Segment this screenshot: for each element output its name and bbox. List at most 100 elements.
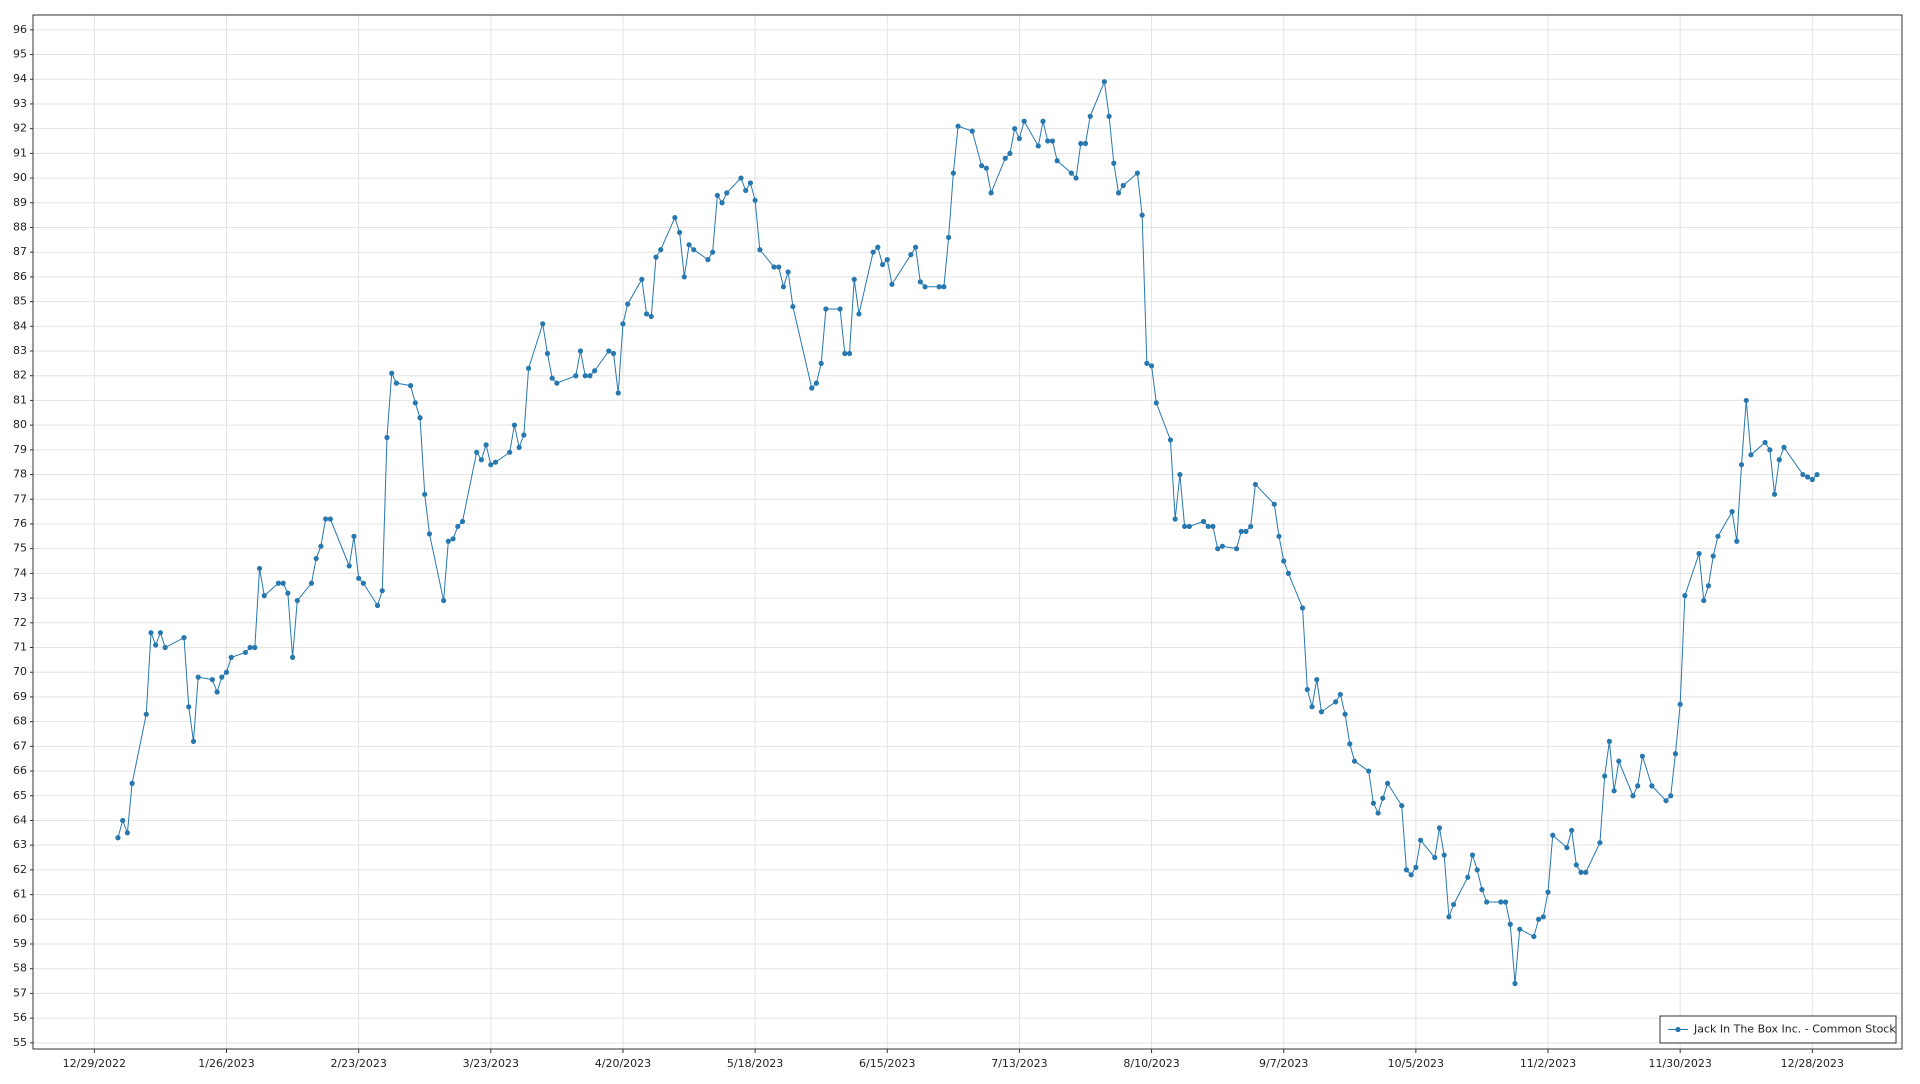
data-point (648, 313, 654, 320)
y-tick-label: 83 (13, 344, 27, 357)
data-point (1809, 476, 1815, 483)
plot-frame (32, 14, 1903, 1050)
data-point (1569, 827, 1575, 833)
data-point (705, 257, 711, 263)
data-point (417, 415, 423, 421)
y-tick-label: 82 (13, 369, 27, 382)
data-point (1007, 150, 1013, 156)
x-tick-label: 9/7/2023 (1259, 1057, 1308, 1070)
y-tick-label: 57 (13, 986, 27, 999)
y-tick-label: 66 (13, 764, 27, 777)
data-point (1054, 158, 1060, 164)
data-point (1375, 810, 1381, 816)
data-point (606, 348, 612, 354)
data-point (190, 738, 197, 744)
y-tick-label: 64 (13, 813, 27, 826)
data-point (308, 580, 315, 586)
data-point (818, 360, 824, 366)
data-point (516, 444, 522, 450)
data-point (1502, 899, 1509, 905)
data-point (1413, 864, 1419, 871)
y-tick-label: 74 (13, 566, 27, 579)
data-point (412, 400, 418, 406)
data-point (738, 175, 744, 181)
data-point (1776, 457, 1782, 463)
data-point (1210, 523, 1216, 530)
data-point (422, 491, 428, 497)
data-point (1611, 788, 1617, 794)
x-tick-label: 5/18/2023 (727, 1057, 783, 1070)
data-point (1512, 980, 1518, 987)
data-point (1550, 832, 1556, 838)
data-point (587, 373, 593, 379)
data-point (582, 373, 588, 379)
data-point (1474, 867, 1480, 873)
data-point (1710, 553, 1716, 559)
data-point (917, 279, 923, 285)
data-point (1399, 803, 1405, 809)
data-point (653, 254, 659, 260)
data-point (153, 642, 159, 648)
y-tick-label: 78 (13, 468, 27, 481)
data-point (1153, 400, 1159, 406)
data-point (356, 575, 362, 581)
data-point (922, 284, 928, 290)
data-point (1531, 933, 1537, 940)
y-tick-label: 94 (13, 72, 27, 85)
data-point (988, 190, 994, 196)
x-tick-label: 4/20/2023 (595, 1057, 651, 1070)
x-tick-label: 2/23/2023 (330, 1057, 386, 1070)
data-point (912, 244, 919, 250)
data-point (525, 365, 532, 371)
data-point (1573, 862, 1579, 868)
data-point (1408, 872, 1414, 878)
data-point (1545, 889, 1551, 895)
data-point (950, 170, 956, 176)
data-point (1082, 140, 1089, 147)
data-point (384, 434, 390, 441)
data-point (1432, 854, 1438, 861)
y-tick-label: 80 (13, 418, 27, 431)
data-point (441, 597, 447, 604)
data-point (1564, 845, 1570, 851)
data-point (554, 380, 560, 386)
data-point (1106, 113, 1112, 119)
data-point (1172, 516, 1178, 522)
y-tick-label: 79 (13, 443, 27, 456)
data-point (181, 635, 187, 641)
data-point (1805, 474, 1811, 480)
y-tick-label: 96 (13, 23, 27, 36)
data-point (143, 711, 149, 717)
y-tick-label: 93 (13, 97, 27, 110)
data-point (1635, 783, 1641, 789)
data-point (1177, 471, 1183, 478)
data-point (1743, 397, 1749, 404)
data-point (1134, 170, 1141, 176)
x-tick-label: 1/26/2023 (198, 1057, 254, 1070)
data-point (115, 835, 121, 841)
data-point (521, 432, 527, 438)
y-tick-label: 81 (13, 393, 27, 406)
y-tick-label: 63 (13, 838, 27, 851)
data-point (157, 630, 164, 636)
x-tick-label: 7/13/2023 (991, 1057, 1047, 1070)
data-point (936, 284, 942, 290)
data-point (1035, 143, 1041, 149)
data-point (879, 261, 886, 268)
data-point (983, 165, 989, 171)
data-point (327, 516, 333, 522)
data-point (1078, 140, 1084, 147)
data-point (129, 780, 135, 786)
data-point (1583, 869, 1589, 875)
data-point (1771, 491, 1778, 497)
data-point (294, 597, 300, 604)
data-point (1366, 768, 1372, 774)
data-point (1252, 481, 1259, 488)
data-point (1351, 758, 1358, 764)
data-point (389, 370, 395, 376)
data-point (610, 350, 617, 357)
data-point (459, 518, 466, 525)
data-point (719, 200, 725, 206)
y-tick-label: 61 (13, 888, 27, 901)
data-point (544, 350, 551, 357)
